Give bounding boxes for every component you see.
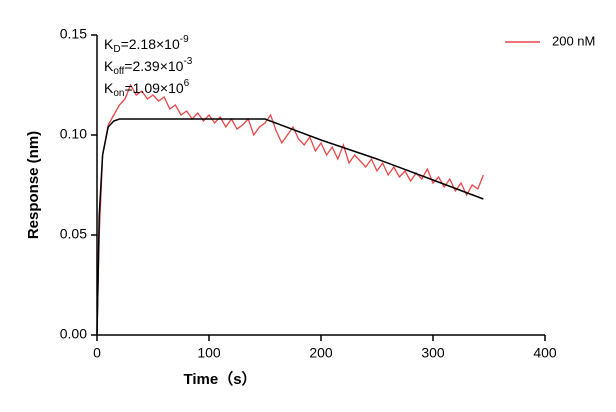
x-tick-label: 0 [93, 345, 101, 361]
annotation: KD=2.18×10-9 [104, 34, 189, 55]
series-line [96, 83, 485, 336]
annotation: Koff=2.39×10-3 [104, 56, 193, 77]
y-tick-label: 0.00 [60, 326, 87, 342]
annotation-text: =2.18×10 [121, 36, 180, 52]
y-tick-label: 0.10 [60, 126, 87, 142]
annotation: Kon=1.09×106 [104, 78, 190, 99]
annotation-symbol: K [104, 80, 114, 96]
x-axis-title: Time（s） [183, 370, 256, 388]
x-tick-label: 400 [533, 345, 557, 361]
series-line [96, 118, 484, 336]
x-tick-label: 200 [309, 345, 333, 361]
annotation-symbol: K [104, 36, 114, 52]
annotation-subscript: on [113, 88, 124, 99]
legend-label: 200 nM [552, 33, 595, 48]
x-tick-label: 300 [421, 345, 445, 361]
annotation-superscript: 6 [184, 78, 190, 89]
annotation-superscript: -3 [183, 56, 192, 67]
annotation-superscript: -9 [180, 34, 189, 45]
y-tick-label: 0.05 [60, 226, 87, 242]
y-tick-label: 0.15 [60, 26, 87, 42]
annotation-subscript: off [113, 66, 124, 77]
annotation-text: =1.09×10 [124, 80, 183, 96]
annotation-text: =2.39×10 [124, 58, 183, 74]
y-axis-title: Response (nm) [25, 131, 42, 239]
annotation-subscript: D [113, 44, 120, 55]
annotation-symbol: K [104, 58, 114, 74]
x-tick-label: 100 [197, 345, 221, 361]
